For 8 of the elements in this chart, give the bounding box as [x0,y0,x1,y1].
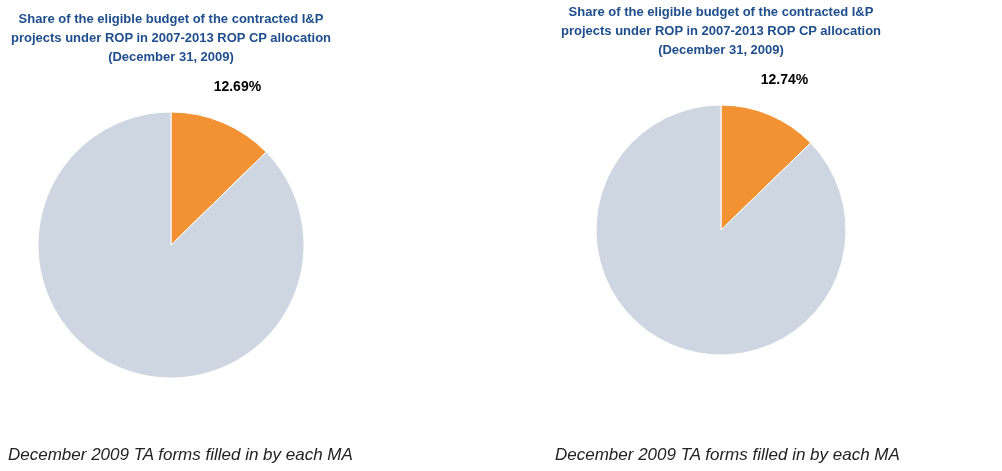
data-label: 12.69% [213,78,262,95]
pie-slice [37,111,305,379]
data-label: 12.74% [760,70,809,87]
text: December 2009 TA forms filled in by each MA [8,445,353,465]
text: December 2009 TA forms filled in by each MA [555,445,900,465]
chart-title: Share of the eligible budget of the contracted I&P projects under ROP in 2007-2013 ROP CP allocation (December 31, 2009) [10,11,332,65]
pie-slice [595,104,847,356]
chart-title: Share of the eligible budget of the contracted I&P projects under ROP in 2007-2013 ROP CP allocation (December 31, 2009) [560,3,882,57]
